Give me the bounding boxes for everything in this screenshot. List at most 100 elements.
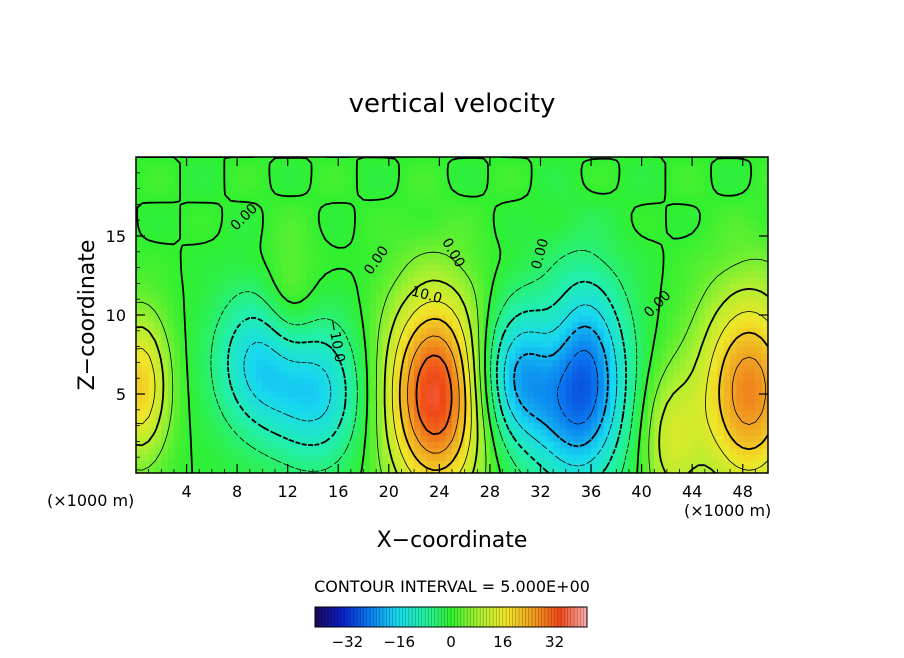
field-cell — [136, 397, 143, 405]
field-cell — [477, 352, 485, 360]
field-cell — [363, 182, 371, 190]
field-cell — [704, 441, 712, 449]
field-cell — [546, 390, 554, 398]
field-cell — [173, 435, 181, 442]
field-cell — [572, 169, 579, 177]
field-cell — [350, 296, 358, 303]
field-cell — [275, 239, 282, 247]
field-cell — [464, 466, 472, 473]
field-cell — [679, 207, 687, 215]
field-cell — [666, 416, 674, 424]
field-cell — [369, 188, 377, 196]
field-cell — [445, 390, 453, 398]
field-cell — [237, 315, 245, 322]
field-cell — [275, 289, 282, 297]
field-cell — [452, 466, 459, 473]
field-cell — [685, 194, 693, 202]
field-cell — [388, 175, 396, 183]
field-cell — [167, 447, 175, 455]
field-cell — [376, 403, 384, 411]
field-cell — [319, 460, 327, 468]
field-cell — [218, 390, 226, 398]
field-cell — [192, 175, 200, 183]
field-cell — [420, 220, 428, 228]
field-cell — [673, 220, 681, 228]
field-cell — [540, 333, 548, 341]
field-cell — [148, 213, 156, 221]
field-cell — [243, 264, 251, 272]
field-cell — [673, 169, 681, 177]
field-cell — [742, 302, 750, 310]
field-cell — [186, 163, 194, 171]
field-cell — [205, 175, 213, 183]
field-cell — [211, 466, 219, 473]
field-cell — [218, 359, 226, 367]
field-cell — [540, 416, 548, 424]
field-cell — [256, 188, 263, 196]
field-cell — [218, 163, 226, 171]
field-cell — [616, 315, 624, 322]
field-cell — [287, 340, 295, 348]
field-cell — [312, 340, 320, 348]
field-cell — [534, 371, 542, 379]
field-cell — [628, 352, 636, 360]
field-cell — [306, 163, 314, 171]
field-cell — [597, 390, 605, 398]
field-cell — [628, 403, 636, 411]
field-cell — [685, 245, 693, 253]
field-cell — [388, 428, 396, 436]
field-cell — [338, 239, 346, 247]
field-cell — [647, 422, 655, 430]
field-cell — [666, 327, 674, 335]
field-cell — [742, 346, 750, 354]
field-cell — [546, 220, 554, 228]
field-cell — [180, 466, 188, 473]
field-cell — [452, 435, 459, 442]
field-cell — [218, 397, 226, 405]
field-cell — [553, 359, 561, 367]
field-cell — [553, 384, 561, 392]
field-cell — [230, 245, 238, 253]
field-cell — [186, 201, 194, 209]
field-cell — [483, 333, 491, 341]
field-cell — [357, 251, 365, 259]
field-cell — [698, 359, 706, 367]
field-cell — [243, 163, 251, 171]
field-cell — [749, 321, 756, 329]
field-cell — [502, 460, 510, 468]
field-cell — [458, 226, 466, 234]
field-cell — [218, 378, 226, 386]
field-cell — [401, 466, 409, 473]
field-cell — [445, 169, 453, 177]
field-cell — [319, 333, 327, 341]
field-cell — [376, 163, 384, 171]
field-cell — [515, 201, 523, 209]
field-cell — [230, 163, 238, 171]
field-cell — [572, 352, 579, 360]
field-cell — [628, 169, 636, 177]
field-cell — [508, 270, 516, 278]
field-cell — [319, 245, 327, 253]
field-cell — [685, 466, 693, 473]
field-cell — [363, 220, 371, 228]
field-cell — [331, 384, 339, 392]
field-cell — [136, 258, 143, 266]
field-cell — [357, 175, 365, 183]
field-cell — [312, 359, 320, 367]
field-cell — [660, 302, 668, 310]
field-cell — [527, 302, 535, 310]
field-cell — [553, 390, 561, 398]
field-cell — [420, 416, 428, 424]
field-cell — [597, 188, 605, 196]
field-cell — [641, 283, 649, 291]
field-cell — [306, 416, 314, 424]
field-cell — [192, 403, 200, 411]
field-cell — [218, 346, 226, 354]
field-cell — [433, 460, 440, 468]
field-cell — [224, 416, 232, 424]
field-cell — [755, 384, 763, 392]
field-cell — [161, 258, 169, 266]
field-cell — [565, 226, 573, 234]
field-cell — [407, 169, 415, 177]
field-cell — [262, 340, 270, 348]
